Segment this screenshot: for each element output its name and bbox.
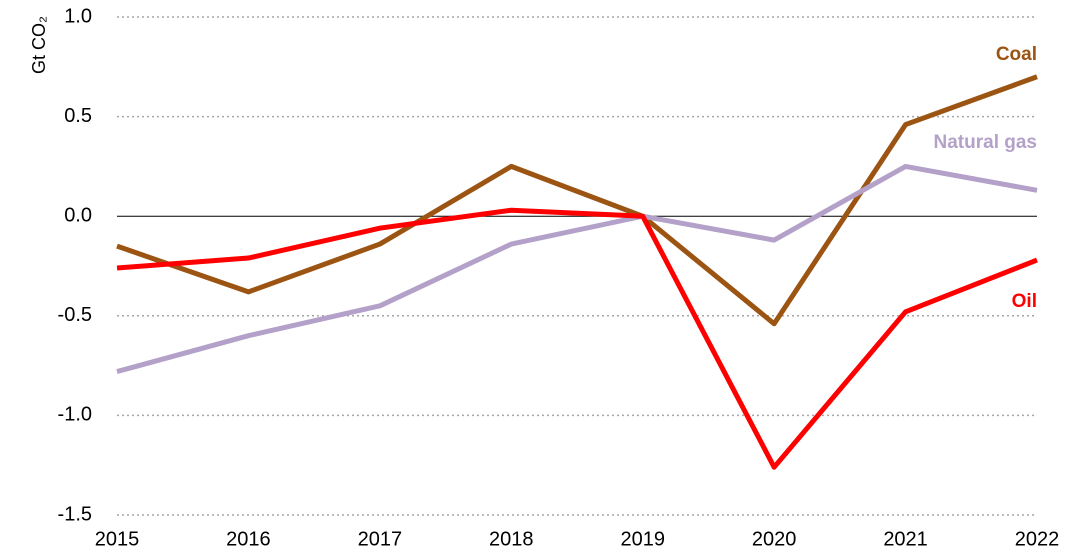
series-label: Coal bbox=[996, 44, 1037, 65]
series-label: Natural gas bbox=[934, 132, 1037, 153]
series-line bbox=[116, 207, 1038, 470]
y-tick-label: -1.0 bbox=[58, 404, 92, 426]
x-tick-label: 2017 bbox=[358, 528, 403, 550]
x-tick-label: 2019 bbox=[620, 528, 665, 550]
y-tick-label: 0.0 bbox=[64, 204, 92, 226]
x-tick-label: 2020 bbox=[752, 528, 797, 550]
x-tick-label: 2021 bbox=[883, 528, 928, 550]
series-line bbox=[116, 163, 1038, 374]
x-tick-label: 2016 bbox=[226, 528, 271, 550]
x-tick-label: 2015 bbox=[95, 528, 140, 550]
y-tick-label: 1.0 bbox=[64, 5, 92, 27]
y-axis-label: Gt CO₂ bbox=[29, 16, 49, 74]
series-label: Oil bbox=[1012, 291, 1037, 312]
x-tick-label: 2022 bbox=[1015, 528, 1060, 550]
y-tick-label: -1.5 bbox=[58, 503, 92, 525]
series-line bbox=[116, 74, 1038, 327]
y-tick-label: 0.5 bbox=[64, 105, 92, 127]
x-tick-label: 2018 bbox=[489, 528, 534, 550]
y-tick-label: -0.5 bbox=[58, 304, 92, 326]
